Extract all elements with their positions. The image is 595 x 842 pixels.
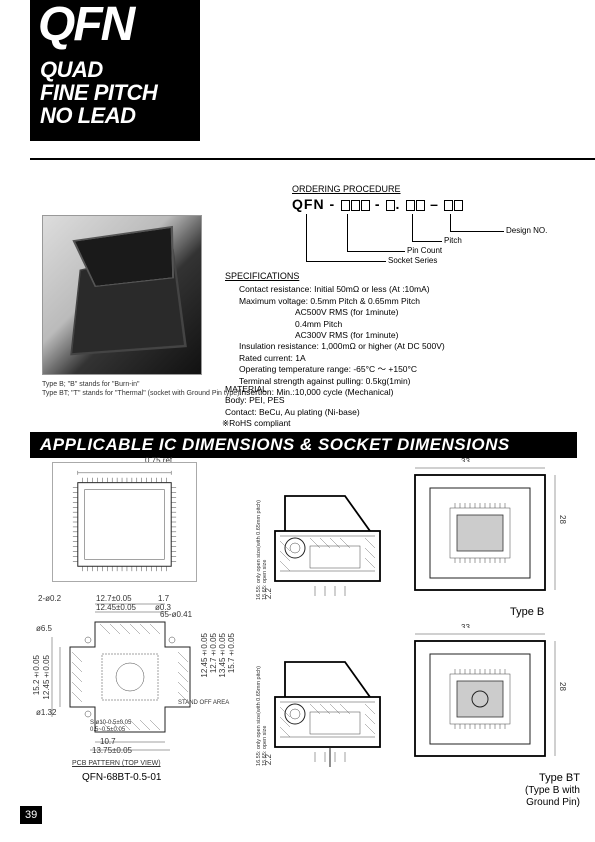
dim: 12.45±0.05 [96,603,136,612]
section-header: APPLICABLE IC DIMENSIONS & SOCKET DIMENS… [30,432,577,458]
type-bt-label: Type BT (Type B with Ground Pin) [490,772,580,808]
dim: 12.45±0.05 [200,633,209,678]
type-bt-sub: (Type B with Ground Pin) [525,785,580,808]
side-note: 16.55: only open size(with 0.65mm pitch)… [256,666,268,766]
caption-line: Type B; "B" stands for "Burn-in" [42,380,241,389]
rohs-note: ※RoHS compliant [222,418,291,429]
dim: 0.5~0.5±0.05 [90,727,125,733]
order-prefix: QFN [292,196,325,212]
photo-caption: Type B; "B" stands for "Burn-in" Type BT… [42,380,241,398]
caption-line: Type BT; "T" stands for "Thermal" (socke… [42,389,241,398]
spec-line: Insulation resistance: 1,000mΩ or higher… [225,341,555,352]
subtitle-line: FINE PITCH [40,80,157,105]
drawing-side-view-type-b [270,462,568,607]
dim: 15.7±0.05 [227,633,236,673]
subtitle-line: QUAD [40,57,103,82]
spec-line: AC300V RMS (for 1minute) [225,330,555,341]
dim: 2-ø0.2 [38,594,61,603]
dim: S:ø10-0.5±0.05 [90,720,131,726]
drawing-side-view-type-bt [270,628,568,773]
ordering-code: QFN - - . – [292,196,572,212]
label-pitch: Pitch [444,236,462,245]
pcb-pattern-label: PCB PATTERN (TOP VIEW) [72,760,161,767]
dim: 15.2±0.05 [32,655,41,695]
dim: 65-ø0.41 [160,610,192,619]
spec-line: Contact resistance: Initial 50mΩ or less… [225,284,555,295]
label-design-no: Design NO. [506,226,547,235]
dim: 28 [558,682,567,691]
product-code-title: QFN [30,0,200,48]
ordering-procedure: ORDERING PROCEDURE QFN - - . – Design NO… [292,184,572,266]
dim: 10.7 [100,737,116,746]
dim: 13.45±0.05 [218,633,227,678]
dim: 12.45±0.05 [42,655,51,700]
spec-line: 0.4mm Pitch [225,319,555,330]
material-line: Contact: BeCu, Au plating (Ni-base) [225,407,555,418]
label-pin-count: Pin Count [407,246,442,255]
side-note: 16.55: only open size(with 0.65mm pitch)… [256,500,268,600]
dim: 12.7±0.05 [96,594,132,603]
ordering-title: ORDERING PROCEDURE [292,184,572,194]
standoff-label: STAND OFF AREA [178,700,229,706]
drawing-ic-outline [52,462,197,582]
spec-line: Rated current: 1A [225,353,555,364]
material-line: Body: PEI, PES [225,395,555,406]
spec-line: AC500V RMS (for 1minute) [225,307,555,318]
dim: 13.75±0.05 [92,746,132,755]
spec-line: Maximum voltage: 0.5mm Pitch & 0.65mm Pi… [225,296,555,307]
ordering-tree: Design NO. Pitch Pin Count Socket Series [292,214,572,266]
type-bt-text: Type BT [539,772,580,784]
header-block: QFN QUAD FINE PITCH NO LEAD [30,0,200,141]
dim: 28 [558,515,567,524]
dim: 12.7±0.05 [209,633,218,673]
product-photo [42,215,202,375]
subtitle-line: NO LEAD [40,103,136,128]
material-block: MATERIAL Body: PEI, PES Contact: BeCu, A… [225,384,555,418]
type-b-label: Type B [510,606,544,618]
spec-line: Operating temperature range: -65°C ～ +15… [225,364,555,375]
product-subtitle: QUAD FINE PITCH NO LEAD [30,48,200,141]
label-socket-series: Socket Series [388,256,437,265]
header-divider [30,158,595,160]
page-number: 39 [20,806,42,824]
model-number: QFN-68BT-0.5-01 [82,772,161,783]
dim: 1.7 [158,594,169,603]
specifications-block: SPECIFICATIONS Contact resistance: Initi… [225,270,555,399]
material-title: MATERIAL [225,384,555,395]
specs-title: SPECIFICATIONS [225,270,555,282]
dim: ø1.32 [36,708,56,717]
dim: ø6.5 [36,624,52,633]
